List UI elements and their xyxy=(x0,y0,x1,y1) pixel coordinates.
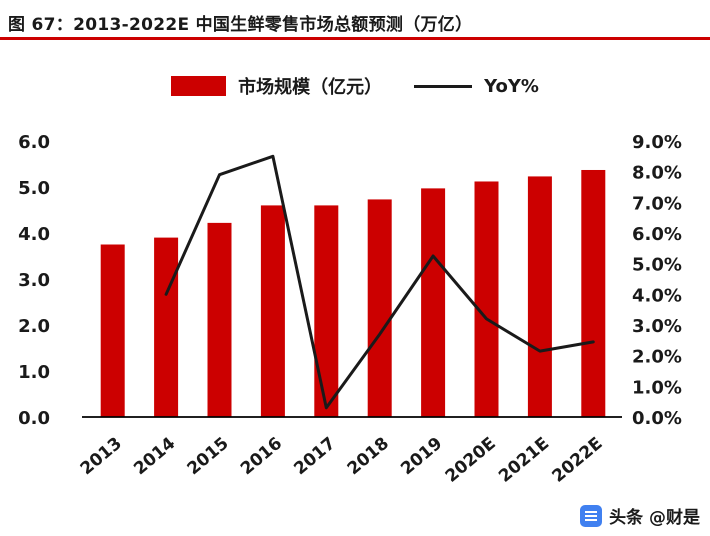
svg-text:2014: 2014 xyxy=(130,433,179,479)
svg-text:1.0: 1.0 xyxy=(18,362,50,383)
svg-text:2013: 2013 xyxy=(77,434,126,480)
chart-title: 图 67：2013-2022E 中国生鲜零售市场总额预测（万亿） xyxy=(8,15,473,35)
svg-text:2020E: 2020E xyxy=(442,434,500,487)
toutiao-logo-icon xyxy=(580,504,603,527)
legend-line-sample xyxy=(414,84,473,88)
legend-line-entry: YoY% xyxy=(414,76,539,97)
legend-bar-label: 市场规模（亿元） xyxy=(238,77,383,98)
svg-text:4.0: 4.0 xyxy=(18,224,50,245)
toutiao-glyph xyxy=(585,514,598,517)
svg-text:0.0: 0.0 xyxy=(18,408,50,429)
svg-text:2022E: 2022E xyxy=(549,434,607,487)
title-underline xyxy=(0,37,710,40)
legend-line-label: YoY% xyxy=(484,75,539,97)
svg-text:5.0%: 5.0% xyxy=(632,255,682,276)
watermark: 头条 @财是 xyxy=(580,503,700,528)
svg-text:3.0: 3.0 xyxy=(18,270,50,291)
svg-text:2021E: 2021E xyxy=(495,434,553,487)
svg-text:3.0%: 3.0% xyxy=(632,316,682,337)
svg-text:2019: 2019 xyxy=(397,434,446,480)
svg-text:6.0%: 6.0% xyxy=(632,224,682,245)
svg-text:2.0%: 2.0% xyxy=(632,347,682,368)
svg-text:2.0: 2.0 xyxy=(18,316,50,337)
legend-bar-entry: 市场规模（亿元） xyxy=(171,73,382,99)
svg-text:2015: 2015 xyxy=(184,434,233,480)
svg-text:7.0%: 7.0% xyxy=(632,193,682,214)
chart-header: 图 67：2013-2022E 中国生鲜零售市场总额预测（万亿） xyxy=(0,8,710,35)
chart-legend: 市场规模（亿元） YoY% xyxy=(0,72,710,100)
svg-text:8.0%: 8.0% xyxy=(632,163,682,184)
svg-text:6.0: 6.0 xyxy=(18,132,50,153)
svg-text:4.0%: 4.0% xyxy=(632,285,682,306)
svg-text:2016: 2016 xyxy=(237,434,286,480)
svg-text:2017: 2017 xyxy=(290,434,339,480)
svg-text:2018: 2018 xyxy=(344,434,393,480)
svg-text:9.0%: 9.0% xyxy=(632,132,682,153)
svg-text:1.0%: 1.0% xyxy=(632,377,682,398)
legend-bar-swatch xyxy=(171,76,227,96)
svg-text:0.0%: 0.0% xyxy=(632,408,682,429)
svg-text:5.0: 5.0 xyxy=(18,178,50,199)
watermark-text: 头条 @财是 xyxy=(609,508,700,528)
bar-line-chart: 0.0 1.0 2.0 3.0 4.0 5.0 6.0 0.0% 1.0% 2.0% 3.0% 4.0… xyxy=(18,132,682,487)
